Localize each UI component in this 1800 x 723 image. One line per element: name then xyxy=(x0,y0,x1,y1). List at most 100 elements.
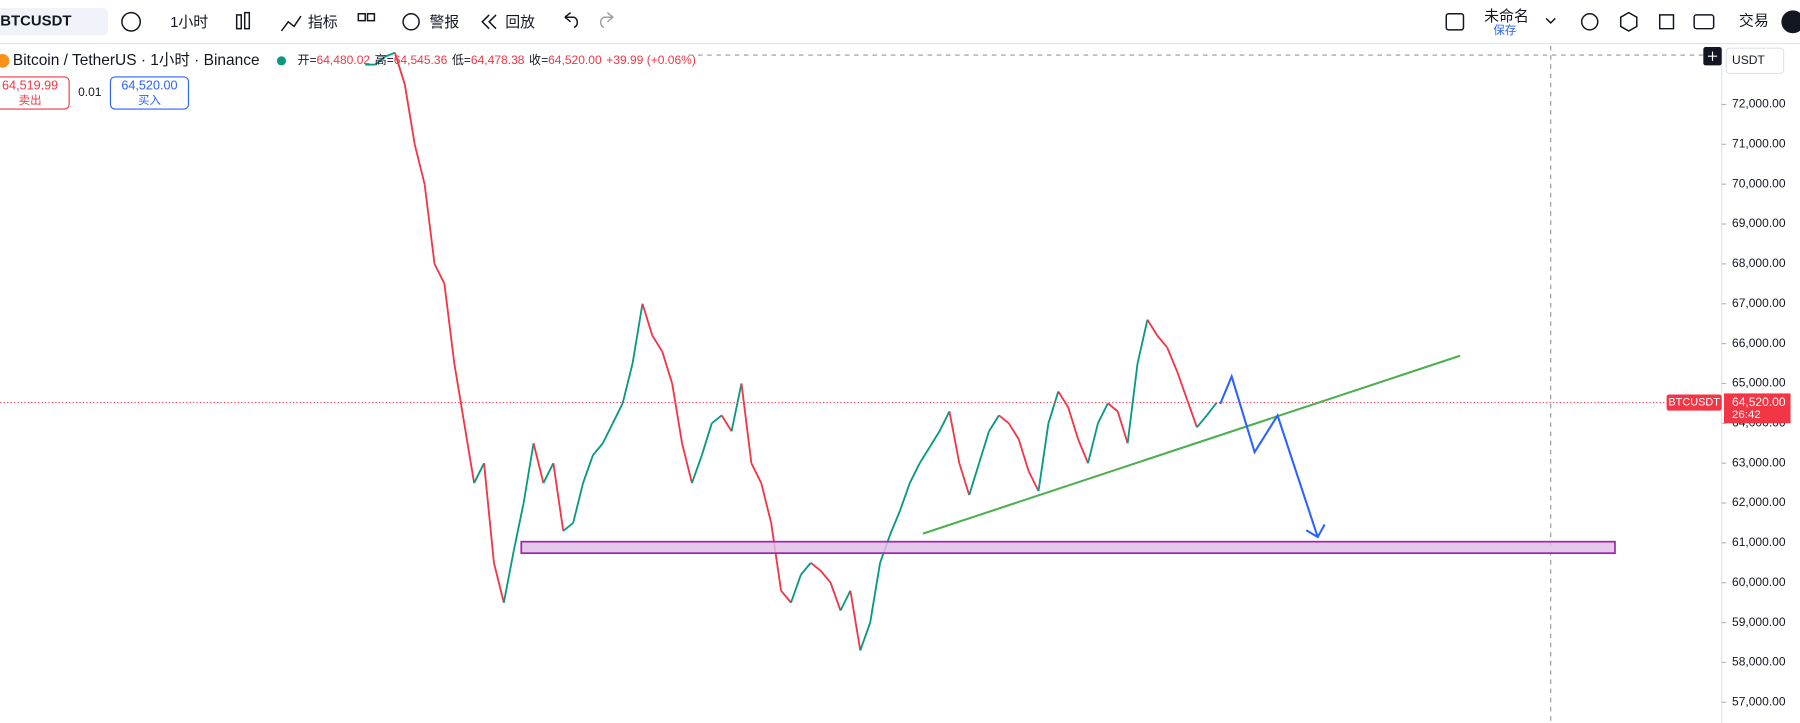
y-tick-label: 58,000.00 xyxy=(1732,655,1786,669)
alerts[interactable]: 警报 xyxy=(429,14,459,31)
price-segment xyxy=(1186,399,1198,428)
price-segment xyxy=(810,562,822,572)
y-tick-label: 60,000.00 xyxy=(1732,575,1786,589)
price-segment xyxy=(611,402,624,424)
undo[interactable] xyxy=(564,12,578,29)
symbol[interactable]: BTCUSDT xyxy=(0,14,71,30)
price-segment xyxy=(948,411,961,464)
settings[interactable] xyxy=(1619,11,1638,32)
last-price-text: 64,520.00 xyxy=(1732,395,1786,409)
alerts-icon xyxy=(402,13,420,31)
replay-icon xyxy=(481,14,497,30)
price-segment xyxy=(384,51,396,58)
chart-type-icon xyxy=(243,11,251,30)
change: +39.99 (+0.06%) xyxy=(606,53,696,67)
price-segment xyxy=(443,283,456,364)
price-segment xyxy=(661,351,674,384)
price-segment xyxy=(512,502,525,552)
price-segment xyxy=(978,431,990,464)
currency[interactable]: USDT xyxy=(1732,53,1765,67)
price-segment xyxy=(711,414,723,425)
layout-select[interactable] xyxy=(1445,13,1465,31)
layout-menu[interactable] xyxy=(1545,17,1556,25)
low-label: 低= xyxy=(452,53,471,67)
chart-type[interactable] xyxy=(235,14,243,30)
y-tick-label: 72,000.00 xyxy=(1732,97,1786,111)
sell-label[interactable]: 卖出 xyxy=(19,93,42,107)
add-icon xyxy=(1707,51,1718,61)
spread: 0.01 xyxy=(78,85,102,99)
price-segment xyxy=(889,510,901,536)
price-segment xyxy=(572,482,584,524)
y-tick-label: 61,000.00 xyxy=(1732,535,1786,549)
y-tick-label: 65,000.00 xyxy=(1732,376,1786,390)
sell-button[interactable] xyxy=(0,76,70,110)
price-segment xyxy=(483,463,495,563)
quick-search[interactable] xyxy=(1580,13,1599,31)
price-segment xyxy=(958,462,971,496)
close-value: 64,520.00 xyxy=(548,53,602,67)
interval[interactable]: 1小时 xyxy=(170,14,208,31)
price-segment xyxy=(869,562,881,623)
symbol-search[interactable] xyxy=(0,8,109,36)
price-segment xyxy=(413,144,426,185)
price-segment xyxy=(394,52,406,85)
price-segment xyxy=(1156,335,1168,349)
price-segment xyxy=(453,363,466,424)
price-segment xyxy=(849,590,862,651)
support-zone[interactable] xyxy=(520,540,1616,555)
y-tick-label: 69,000.00 xyxy=(1732,216,1786,230)
buy-button[interactable] xyxy=(109,76,190,110)
price-segment xyxy=(908,462,921,484)
price-segment xyxy=(691,454,703,484)
screenshot[interactable] xyxy=(1693,14,1715,30)
price-segment xyxy=(1017,438,1030,472)
projection-arrow[interactable] xyxy=(1219,373,1326,539)
buy-label[interactable]: 买入 xyxy=(138,94,161,107)
price-segment xyxy=(582,454,594,484)
price-segment xyxy=(859,622,872,651)
buy-price[interactable]: 64,520.00 xyxy=(121,78,177,92)
trend-line[interactable] xyxy=(922,354,1461,535)
y-tick-label: 66,000.00 xyxy=(1732,336,1786,350)
price-segment xyxy=(1097,402,1109,424)
ohlc: 开=64,480.02 高=64,545.36 低=64,478.38 收=64,52… xyxy=(298,52,696,67)
price-segment xyxy=(770,522,782,591)
redo[interactable] xyxy=(600,12,614,29)
price-segment xyxy=(700,423,713,456)
sell-price[interactable]: 64,519.99 xyxy=(2,78,58,92)
save-button[interactable]: 保存 xyxy=(1493,23,1516,37)
add-symbol[interactable] xyxy=(121,11,142,32)
open-label: 开= xyxy=(298,53,317,67)
symbol-tag xyxy=(1666,394,1722,411)
avatar[interactable] xyxy=(1781,10,1800,34)
price-segment xyxy=(1206,402,1218,416)
price-segment xyxy=(1116,411,1129,444)
currency-select[interactable] xyxy=(1725,47,1785,75)
last-price-tag xyxy=(1723,393,1791,424)
indicators[interactable]: 指标 xyxy=(308,14,338,31)
y-tick-label: 63,000.00 xyxy=(1732,455,1786,469)
price-segment xyxy=(1176,371,1188,400)
price-segment xyxy=(532,443,545,484)
price-segment xyxy=(790,574,802,603)
price-segment xyxy=(631,303,644,364)
price-segment xyxy=(1166,347,1178,372)
price-segment xyxy=(740,383,753,464)
high-label: 高= xyxy=(375,52,394,67)
replay[interactable]: 回放 xyxy=(505,14,535,31)
price-segment xyxy=(681,443,693,484)
toolbar xyxy=(0,0,1800,44)
layout-name[interactable]: 未命名 xyxy=(1484,7,1529,25)
price-segment xyxy=(800,562,812,576)
trade-button[interactable]: 交易 xyxy=(1739,12,1769,30)
price-segment xyxy=(899,482,911,512)
price-segment xyxy=(1126,363,1139,444)
price-segment xyxy=(433,263,446,285)
price-segment xyxy=(829,582,842,611)
price-segment xyxy=(621,363,634,404)
fullscreen[interactable] xyxy=(1658,14,1675,30)
price-segment xyxy=(918,446,931,464)
templates[interactable] xyxy=(357,13,366,22)
